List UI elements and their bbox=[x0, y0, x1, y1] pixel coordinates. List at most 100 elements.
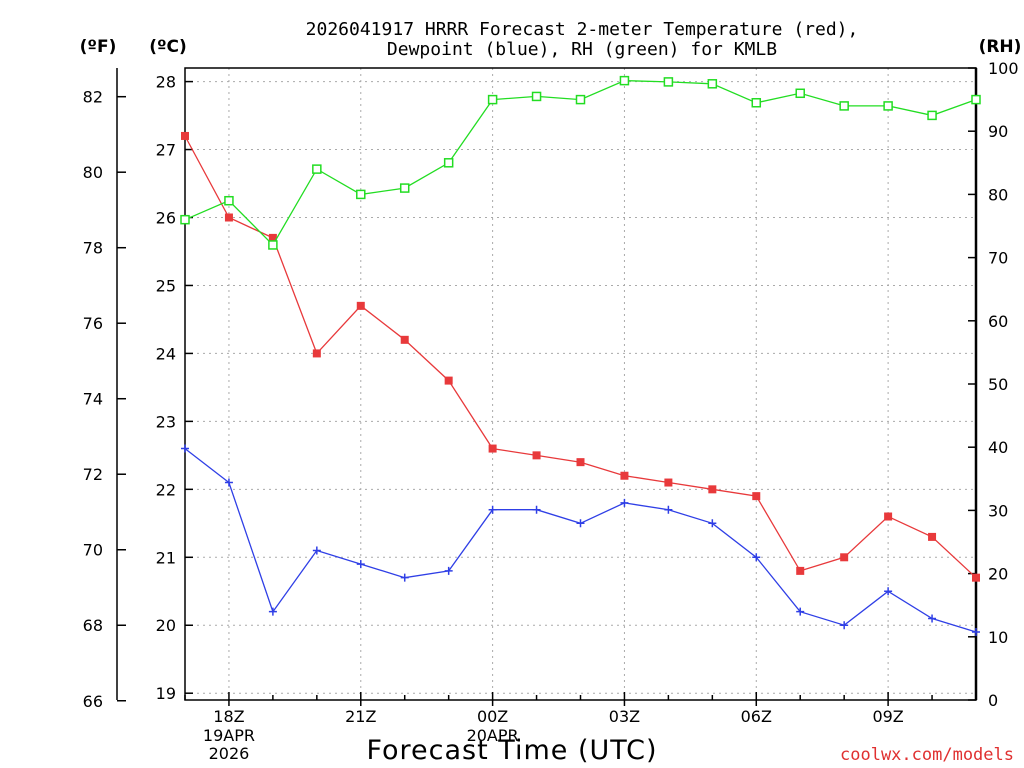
dewpoint-point bbox=[796, 607, 805, 616]
dewpoint-point bbox=[620, 498, 629, 507]
temperature-point bbox=[312, 349, 321, 358]
temperature-point bbox=[356, 301, 365, 310]
fahrenheit-tick-label: 66 bbox=[83, 692, 103, 711]
rh-point bbox=[971, 94, 981, 105]
time-tick-label: 00Z bbox=[477, 707, 508, 726]
temperature-point bbox=[664, 478, 673, 487]
temperature-point bbox=[400, 335, 409, 344]
dewpoint-point bbox=[840, 621, 849, 630]
chart-title-line-1: 2026041917 HRRR Forecast 2-meter Tempera… bbox=[306, 19, 859, 40]
temperature-point bbox=[224, 213, 233, 222]
rh-tick-label: 10 bbox=[988, 628, 1008, 647]
dewpoint-line bbox=[184, 448, 977, 633]
dewpoint-point bbox=[312, 546, 321, 555]
series-layer bbox=[180, 75, 981, 637]
date-label: 19APR bbox=[203, 726, 255, 745]
celsius-tick-label: 26 bbox=[156, 209, 176, 228]
celsius-axis-unit: (ºC) bbox=[149, 37, 187, 57]
dewpoint-point bbox=[181, 444, 189, 453]
rh-point bbox=[399, 183, 410, 193]
fahrenheit-tick-label: 78 bbox=[83, 239, 103, 258]
rh-point bbox=[927, 110, 937, 121]
rh-point bbox=[663, 77, 674, 87]
fahrenheit-tick-label: 80 bbox=[83, 163, 103, 182]
rh-tick-label: 60 bbox=[988, 312, 1008, 331]
dewpoint-point bbox=[576, 519, 585, 528]
rh-point bbox=[268, 240, 278, 250]
rh-point bbox=[619, 75, 630, 86]
rh-point bbox=[356, 189, 366, 200]
rh-axis: 0 10 20 30 40 50 60 70 80 90 100 bbox=[968, 59, 1019, 710]
rh-line bbox=[184, 79, 977, 247]
rh-tick-label: 0 bbox=[988, 691, 998, 710]
temperature-point bbox=[576, 458, 585, 467]
temperature-point bbox=[268, 233, 277, 242]
celsius-tick-label: 25 bbox=[156, 276, 176, 295]
dewpoint-point bbox=[928, 614, 937, 623]
celsius-tick-label: 21 bbox=[156, 548, 176, 567]
celsius-tick-label: 23 bbox=[156, 412, 176, 431]
x-axis-title: Forecast Time (UTC) bbox=[366, 735, 657, 766]
rh-tick-label: 70 bbox=[988, 249, 1008, 268]
celsius-tick-label: 20 bbox=[156, 616, 176, 635]
rh-point bbox=[531, 91, 542, 102]
temperature-point bbox=[884, 512, 893, 521]
rh-point bbox=[312, 164, 322, 174]
celsius-tick-label: 27 bbox=[156, 141, 176, 160]
date-label: 2026 bbox=[209, 744, 250, 763]
rh-tick-label: 30 bbox=[988, 501, 1008, 520]
gridlines bbox=[185, 68, 976, 700]
dewpoint-point bbox=[664, 505, 673, 514]
temperature-point bbox=[532, 451, 541, 460]
dewpoint-point bbox=[972, 628, 980, 637]
celsius-tick-label: 28 bbox=[156, 73, 176, 92]
fahrenheit-tick-label: 76 bbox=[83, 314, 103, 333]
fahrenheit-tick-label: 74 bbox=[83, 390, 103, 409]
fahrenheit-tick-label: 70 bbox=[83, 541, 103, 560]
temperature-point bbox=[444, 376, 453, 385]
temperature-point bbox=[752, 492, 761, 501]
temperature-point bbox=[708, 485, 717, 494]
temperature-point bbox=[840, 553, 849, 562]
plot-frame bbox=[184, 67, 977, 701]
fahrenheit-tick-label: 82 bbox=[83, 88, 103, 107]
rh-point bbox=[575, 94, 586, 105]
rh-axis-unit: (RH) bbox=[979, 37, 1022, 57]
temperature-point bbox=[796, 566, 805, 575]
temperature-point bbox=[488, 444, 497, 453]
series-temperature bbox=[181, 131, 980, 582]
rh-tick-label: 50 bbox=[988, 375, 1008, 394]
time-tick-label: 18Z bbox=[213, 707, 244, 726]
fahrenheit-tick-label: 68 bbox=[83, 616, 103, 635]
rh-tick-label: 80 bbox=[988, 185, 1008, 204]
dewpoint-point bbox=[400, 573, 409, 582]
chart-title-line-2: Dewpoint (blue), RH (green) for KMLB bbox=[387, 39, 777, 60]
rh-point bbox=[795, 88, 805, 99]
rh-tick-label: 20 bbox=[988, 565, 1008, 584]
celsius-axis: 19 20 21 22 23 24 25 26 27 28 bbox=[156, 73, 193, 703]
rh-point bbox=[883, 101, 893, 111]
rh-point bbox=[180, 214, 190, 225]
rh-tick-label: 40 bbox=[988, 438, 1008, 457]
series-dewpoint bbox=[181, 444, 980, 637]
temperature-point bbox=[928, 532, 937, 541]
time-tick-label: 06Z bbox=[741, 707, 772, 726]
fahrenheit-axis: 66 68 70 72 74 76 78 80 82 bbox=[83, 88, 126, 711]
fahrenheit-tick-label: 72 bbox=[83, 465, 103, 484]
time-tick-label: 21Z bbox=[345, 707, 376, 726]
dewpoint-point bbox=[708, 519, 717, 528]
time-tick-label: 03Z bbox=[609, 707, 640, 726]
rh-point bbox=[224, 195, 234, 206]
dewpoint-point bbox=[224, 478, 233, 487]
credit-text: coolwx.com/models bbox=[840, 745, 1014, 765]
fahrenheit-axis-unit: (ºF) bbox=[80, 37, 117, 57]
time-tick-label: 09Z bbox=[872, 707, 903, 726]
temperature-line bbox=[184, 135, 977, 579]
dewpoint-point bbox=[884, 587, 893, 596]
temperature-point bbox=[972, 573, 980, 582]
dewpoint-point bbox=[268, 607, 277, 616]
series-rh bbox=[180, 75, 981, 250]
rh-point bbox=[839, 101, 849, 111]
